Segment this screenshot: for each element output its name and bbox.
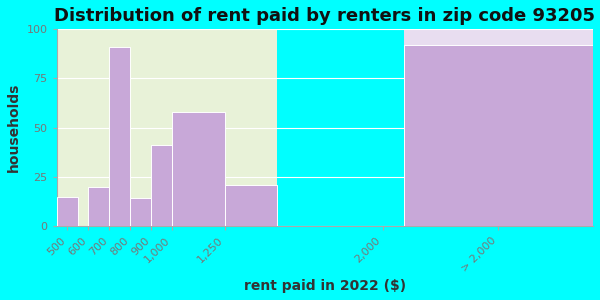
Bar [172,112,225,226]
X-axis label: rent paid in 2022 ($): rent paid in 2022 ($) [244,279,406,293]
Bar [130,199,151,226]
Bar [151,146,172,226]
Bar [109,47,130,226]
Bar [225,185,277,226]
Bar [56,196,77,226]
Title: Distribution of rent paid by renters in zip code 93205: Distribution of rent paid by renters in … [54,7,595,25]
Bar [56,29,277,226]
Bar [88,187,109,226]
Bar [404,29,593,226]
Y-axis label: households: households [7,83,21,172]
Bar [404,45,593,226]
